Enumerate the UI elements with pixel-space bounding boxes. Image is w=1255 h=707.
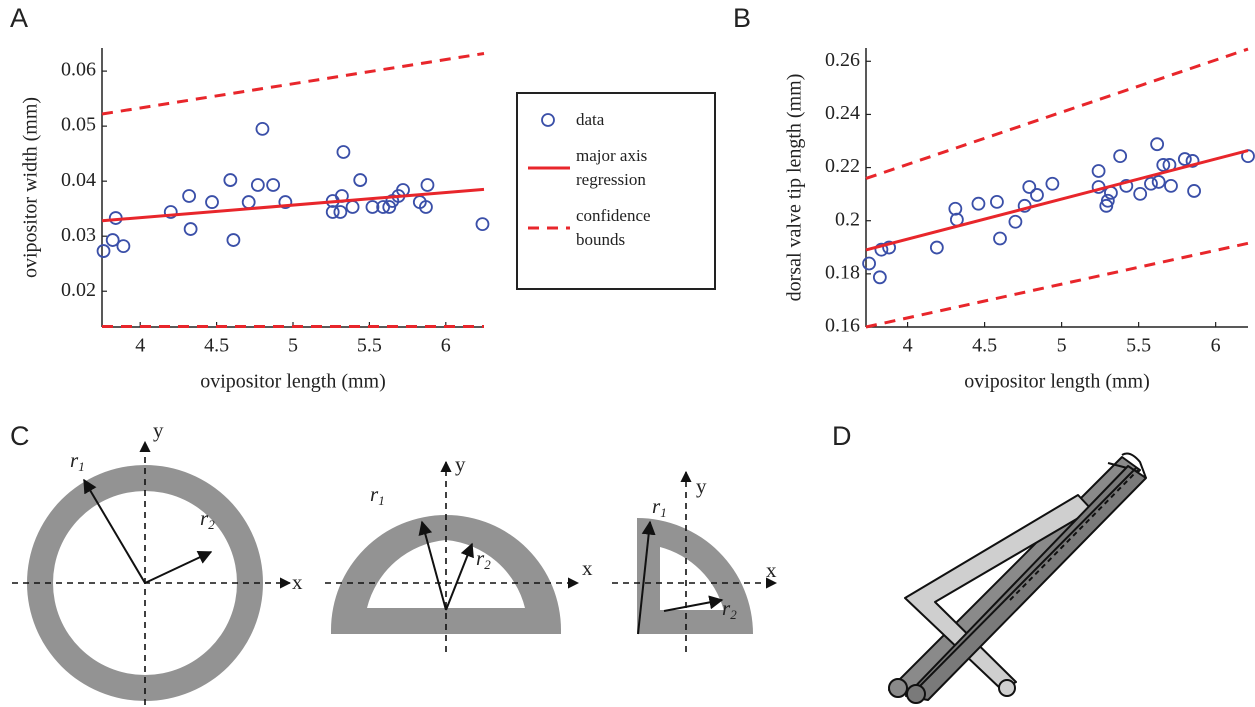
data-point xyxy=(256,123,268,135)
x-tick-label: 4.5 xyxy=(204,335,229,357)
radius-index: 1 xyxy=(378,493,385,508)
data-point xyxy=(1188,185,1200,197)
radius-index: 1 xyxy=(660,505,667,520)
x-tick-label: 4.5 xyxy=(972,335,997,357)
radius-label: r1 xyxy=(652,494,667,520)
y-tick-label: 0.26 xyxy=(825,49,860,71)
x-tick-label: 4 xyxy=(135,335,145,357)
data-point xyxy=(1153,176,1165,188)
y-tick-label: 0.16 xyxy=(825,315,860,337)
data-point xyxy=(334,206,346,218)
legend-label: confidence bounds xyxy=(576,204,686,252)
y-tick-label: 0.03 xyxy=(61,224,96,246)
axis-label: x xyxy=(766,558,777,582)
data-point xyxy=(991,196,1003,208)
data-point xyxy=(117,240,129,252)
y-tick-label: 0.04 xyxy=(61,169,96,191)
data-point xyxy=(252,179,264,191)
radius-index: 1 xyxy=(78,459,85,474)
legend-entry: major axis regression xyxy=(526,144,714,192)
data-point xyxy=(476,218,488,230)
panel-label: A xyxy=(10,3,28,33)
data-point xyxy=(931,242,943,254)
data-point xyxy=(227,234,239,246)
data-point xyxy=(1031,189,1043,201)
x-tick-label: 5 xyxy=(1057,335,1067,357)
legend-icon xyxy=(526,110,576,130)
radius-label: r1 xyxy=(370,482,385,508)
radius-arrow xyxy=(446,544,472,610)
data-point xyxy=(1046,178,1058,190)
legend-icon xyxy=(526,158,576,178)
x-axis-label: ovipositor length (mm) xyxy=(200,371,386,393)
x-tick-label: 6 xyxy=(441,335,451,357)
y-axis-label: dorsal valve tip length (mm) xyxy=(784,74,806,302)
data-point xyxy=(1093,165,1105,177)
data-point xyxy=(1009,216,1021,228)
legend: data major axis regression confidence boun… xyxy=(516,92,716,290)
regression-line xyxy=(102,189,484,220)
x-tick-label: 5.5 xyxy=(357,335,382,357)
data-point xyxy=(1134,188,1146,200)
data-point xyxy=(347,201,359,213)
data-point xyxy=(1165,180,1177,192)
axis-label: y xyxy=(455,452,466,476)
data-point xyxy=(267,179,279,191)
axis-label: y xyxy=(696,474,707,498)
x-tick-label: 6 xyxy=(1211,335,1221,357)
radius-arrow xyxy=(145,552,211,583)
radius-label: r1 xyxy=(70,448,85,474)
radius-index: 2 xyxy=(208,517,215,532)
data-point xyxy=(243,196,255,208)
confidence-line xyxy=(866,243,1248,327)
legend-symbol xyxy=(542,114,554,126)
legend-label: major axis regression xyxy=(576,144,686,192)
figure: A B C D x y r1 r2 x y r1 r2 x y r1 r2 0.… xyxy=(0,0,1255,707)
data-point xyxy=(1151,138,1163,150)
radius-arrow xyxy=(664,600,722,611)
radius-index: 2 xyxy=(484,557,491,572)
legend-label: data xyxy=(576,108,686,132)
axis-label: x xyxy=(582,556,593,580)
panel-label: C xyxy=(10,421,30,451)
data-point xyxy=(421,179,433,191)
axis-label: y xyxy=(153,418,164,442)
ovipositor-drawing xyxy=(889,454,1146,703)
panel-label: D xyxy=(832,421,852,451)
data-point xyxy=(185,223,197,235)
y-axis-label: ovipositor width (mm) xyxy=(20,97,42,278)
data-point xyxy=(1145,178,1157,190)
y-tick-label: 0.06 xyxy=(61,59,96,81)
y-tick-label: 0.22 xyxy=(825,155,860,177)
x-tick-label: 5.5 xyxy=(1126,335,1151,357)
data-point xyxy=(224,174,236,186)
panel-label: B xyxy=(733,3,751,33)
data-point xyxy=(1114,150,1126,162)
data-point xyxy=(337,146,349,158)
data-point xyxy=(206,196,218,208)
y-tick-label: 0.2 xyxy=(835,208,860,230)
data-point xyxy=(1179,153,1191,165)
legend-entry: data xyxy=(526,108,714,132)
data-point xyxy=(874,271,886,283)
data-point xyxy=(994,233,1006,245)
x-tick-label: 5 xyxy=(288,335,298,357)
regression-line xyxy=(866,151,1248,250)
x-axis-label: ovipositor length (mm) xyxy=(964,371,1150,393)
radius-index: 2 xyxy=(730,607,737,622)
legend-icon xyxy=(526,218,576,238)
y-tick-label: 0.05 xyxy=(61,114,96,136)
data-point xyxy=(354,174,366,186)
y-tick-label: 0.24 xyxy=(825,102,860,124)
data-point xyxy=(863,257,875,269)
data-point xyxy=(98,245,110,257)
y-tick-label: 0.18 xyxy=(825,261,860,283)
data-point xyxy=(972,198,984,210)
y-tick-label: 0.02 xyxy=(61,279,96,301)
confidence-line xyxy=(102,54,484,115)
axis-label: x xyxy=(292,570,303,594)
x-tick-label: 4 xyxy=(903,335,913,357)
legend-entry: confidence bounds xyxy=(526,204,714,252)
data-point xyxy=(183,190,195,202)
